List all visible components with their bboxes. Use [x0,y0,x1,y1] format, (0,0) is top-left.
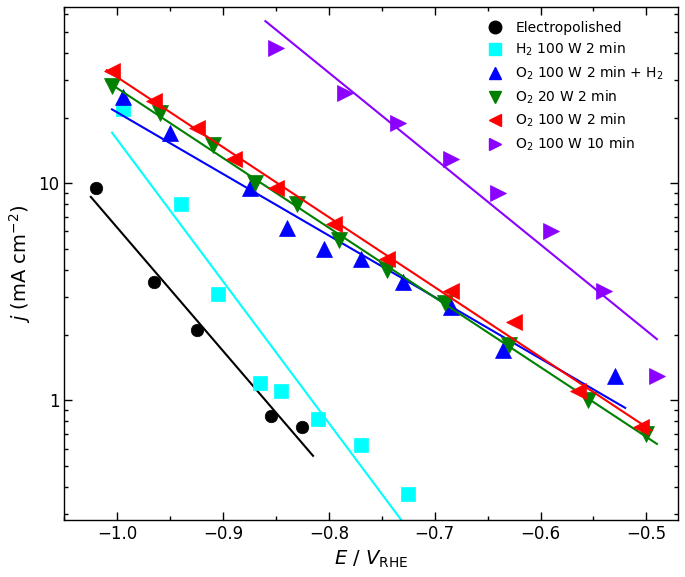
Legend: Electropolished, H$_2$ 100 W 2 min, O$_2$ 100 W 2 min + H$_2$, O$_2$ 20 W 2 min,: Electropolished, H$_2$ 100 W 2 min, O$_2… [474,14,671,160]
X-axis label: $E$ / $V_\mathregular{RHE}$: $E$ / $V_\mathregular{RHE}$ [334,549,408,570]
Y-axis label: $j$ (mA cm$^{-2}$): $j$ (mA cm$^{-2}$) [7,204,33,323]
